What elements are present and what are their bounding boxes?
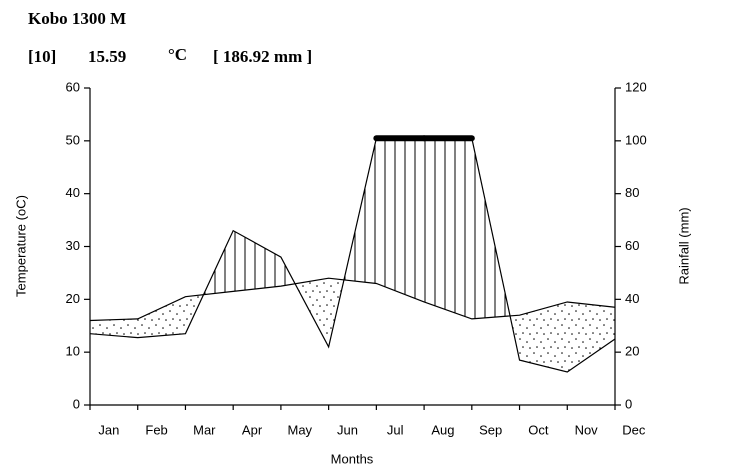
y2-tick-label: 100: [625, 132, 647, 147]
y2-tick-label: 0: [625, 396, 632, 411]
y2-tick-label: 60: [625, 238, 639, 253]
y2-tick-label: 20: [625, 344, 639, 359]
y2-tick-label: 40: [625, 291, 639, 306]
y-tick-label: 30: [66, 238, 80, 253]
y2-tick-label: 120: [625, 79, 647, 94]
x-axis-label: Months: [331, 451, 374, 466]
series-line: [89, 277, 616, 322]
x-tick-label: Jul: [387, 422, 404, 437]
x-tick-label: Feb: [145, 422, 167, 437]
y-tick-label: 60: [66, 79, 80, 94]
y-tick-label: 50: [66, 132, 80, 147]
y-tick-label: 40: [66, 185, 80, 200]
y2-tick-label: 80: [625, 185, 639, 200]
y-axis-label: Temperature (oC): [13, 195, 28, 297]
x-tick-label: Nov: [575, 422, 599, 437]
x-tick-label: Oct: [528, 422, 549, 437]
humid-area: [90, 138, 615, 321]
subtitle: [10]: [28, 47, 56, 66]
y-tick-label: 10: [66, 344, 80, 359]
subtitle: °C: [168, 45, 187, 64]
y2-axis-label: Rainfall (mm): [676, 207, 691, 284]
series-line: [89, 137, 616, 373]
subtitle: 15.59: [88, 47, 126, 66]
subtitle: [ 186.92 mm ]: [213, 47, 312, 66]
chart-title: Kobo 1300 M: [28, 9, 126, 28]
x-tick-label: Mar: [193, 422, 216, 437]
x-tick-label: Aug: [431, 422, 454, 437]
x-tick-label: Apr: [242, 422, 263, 437]
y-tick-label: 0: [73, 396, 80, 411]
x-tick-label: Jun: [337, 422, 358, 437]
x-tick-label: May: [287, 422, 312, 437]
y-tick-label: 20: [66, 291, 80, 306]
x-tick-label: Dec: [622, 422, 646, 437]
x-tick-label: Sep: [479, 422, 502, 437]
x-tick-label: Jan: [98, 422, 119, 437]
